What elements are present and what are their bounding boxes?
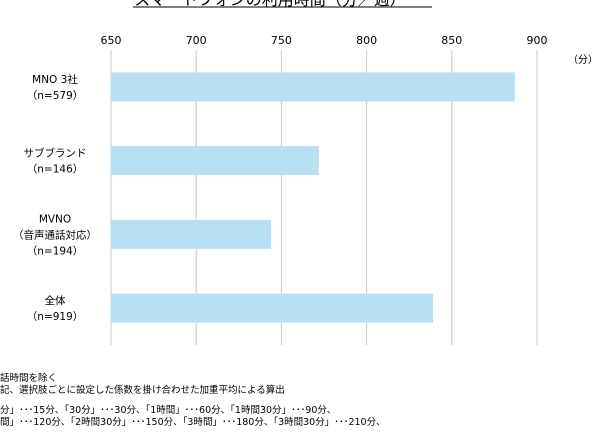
footnote-gap bbox=[0, 397, 598, 405]
category-label: MNO 3社 bbox=[32, 73, 78, 86]
footnote-line: 分」･･･15分、「30分」･･･30分、「1時間」･･･60分、「1時間30分… bbox=[0, 405, 337, 416]
category-label: （音声通話対応） bbox=[13, 228, 97, 241]
bars bbox=[111, 72, 515, 323]
footnote-line: 記、選択肢ごとに設定した係数を掛け合わせた加重平均による算出 bbox=[0, 385, 285, 396]
x-tick-label: 850 bbox=[441, 34, 462, 47]
footnotes: 話時間を除く 記、選択肢ごとに設定した係数を掛け合わせた加重平均による算出 分」… bbox=[0, 373, 598, 429]
footnote-line: 間」･･･120分、「2時間30分」･･･150分、「3時間」･･･180分、「… bbox=[0, 417, 386, 428]
category-label: MVNO bbox=[39, 213, 71, 225]
category-label: （n=194） bbox=[27, 245, 84, 257]
x-tick-label: 700 bbox=[186, 34, 207, 47]
category-label: （n=919） bbox=[27, 311, 84, 323]
bar bbox=[111, 146, 319, 176]
x-tick-label: 650 bbox=[101, 34, 122, 47]
x-tick-label: 900 bbox=[527, 34, 548, 47]
category-label: 全体 bbox=[45, 294, 66, 307]
x-tick-label: 750 bbox=[271, 34, 292, 47]
bar bbox=[111, 293, 434, 323]
x-axis-unit-label: （分） bbox=[568, 54, 598, 66]
chart-title: スマートフォンの利用時間（分／週） bbox=[134, 0, 406, 9]
category-label: （n=579） bbox=[27, 90, 84, 102]
footnote-line: 話時間を除く bbox=[0, 373, 58, 384]
x-axis-tick-labels: 650 700 750 800 850 900 bbox=[101, 34, 548, 47]
category-label: サブブランド bbox=[24, 147, 87, 160]
category-label: （n=146） bbox=[27, 164, 84, 176]
bar bbox=[111, 72, 515, 102]
category-labels: MNO 3社 （n=579） サブブランド （n=146） MVNO （音声通話対応） （n… bbox=[13, 73, 97, 323]
bar-chart: スマートフォンの利用時間（分／週） 650 700 750 800 850 900 （分）… bbox=[13, 0, 598, 345]
bar bbox=[111, 219, 272, 249]
x-tick-label: 800 bbox=[356, 34, 377, 47]
